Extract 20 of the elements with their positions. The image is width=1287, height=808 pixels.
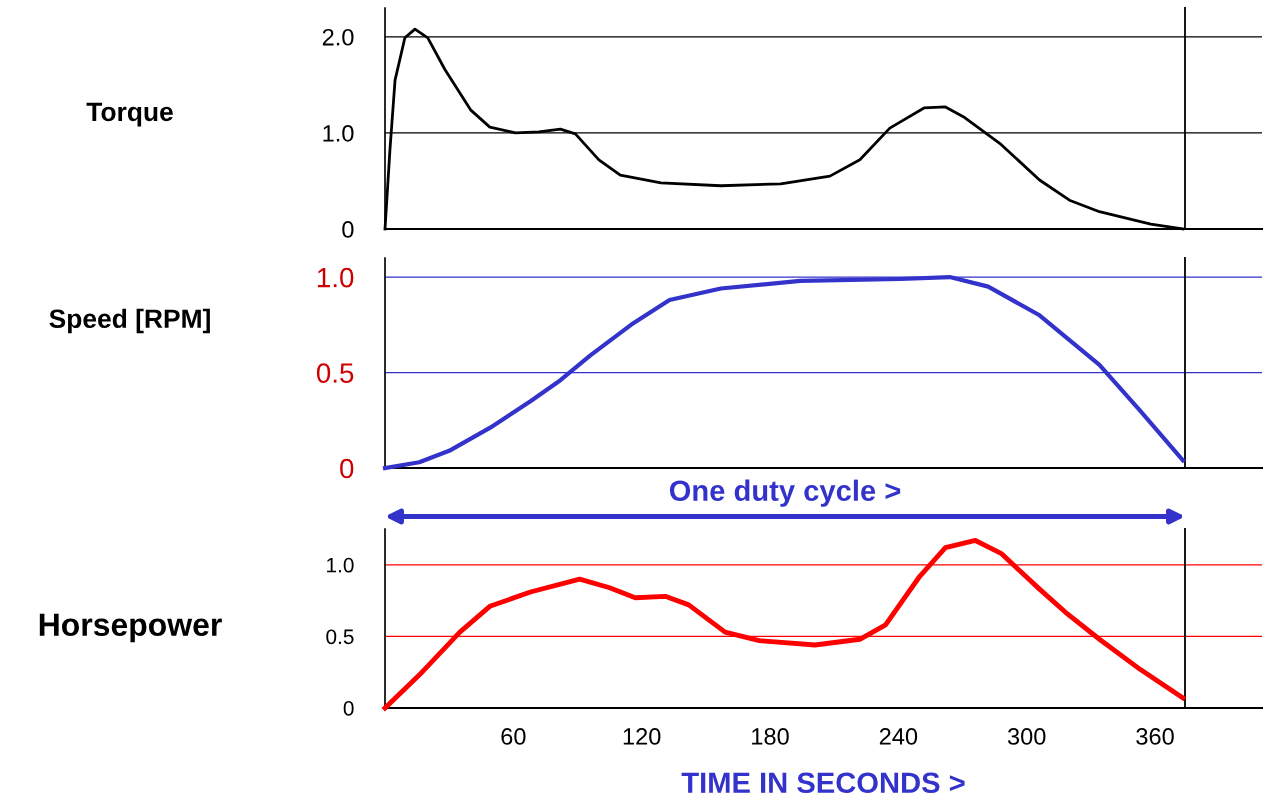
x-axis-title: TIME IN SECONDS > <box>681 772 965 794</box>
y-tick-label: 0.5 <box>316 363 354 383</box>
y-axis-title: Horsepower <box>39 613 222 643</box>
y-tick-label: 2.0 <box>322 28 354 46</box>
text: One duty cycle > <box>669 479 901 507</box>
x-tick-label: 60 <box>501 728 526 745</box>
y-tick-label: 1.0 <box>323 124 354 142</box>
y-tick-label: 0.5 <box>326 629 354 645</box>
y-tick-label: 1.0 <box>327 557 354 573</box>
x-tick-label: 120 <box>623 728 661 745</box>
y-tick-label: 1.0 <box>317 267 354 288</box>
x-tick-label: 180 <box>752 728 789 745</box>
x-tick-label: 240 <box>879 728 918 745</box>
y-tick-label: 0 <box>340 458 354 479</box>
y-tick-label: 0 <box>342 221 354 238</box>
x-tick-label: 300 <box>1007 728 1046 745</box>
y-axis-title: Speed [RPM] <box>49 308 210 334</box>
y-tick-label: 0 <box>343 701 354 716</box>
x-tick-label: 360 <box>1136 728 1174 745</box>
y-axis-title: Torque <box>86 102 173 127</box>
